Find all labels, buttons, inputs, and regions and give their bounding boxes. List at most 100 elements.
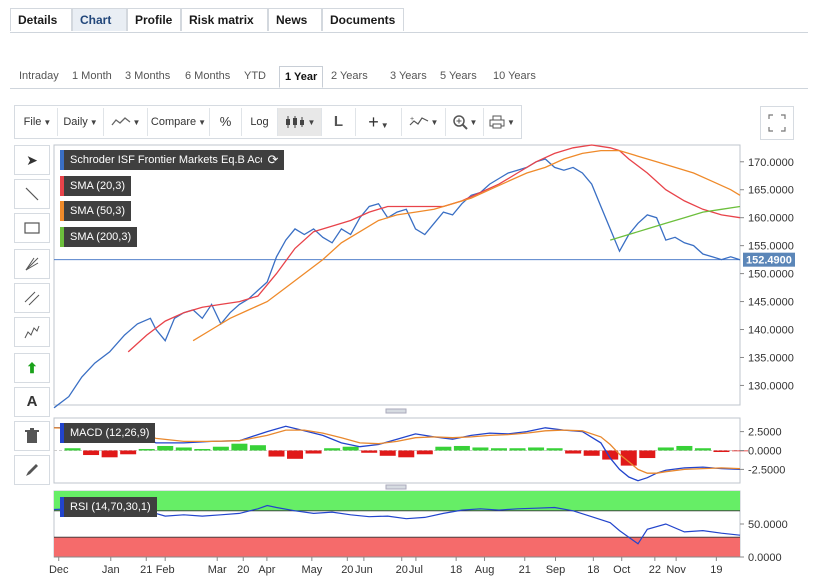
macd-histogram-bar <box>64 448 81 451</box>
rectangle-icon <box>24 222 40 234</box>
chevron-down-icon: ▼ <box>43 118 52 127</box>
macd-histogram-bar <box>657 447 674 451</box>
x-tick-label: Aug <box>475 564 495 576</box>
channel-tool[interactable] <box>14 283 50 313</box>
macd-histogram-bar <box>713 450 730 453</box>
fullscreen-icon <box>768 114 786 132</box>
pencil-icon <box>26 464 38 476</box>
text-icon: A <box>26 393 38 410</box>
text-tool[interactable]: A <box>14 387 50 417</box>
pane-splitter-handle <box>385 484 407 490</box>
arrow-up-tool[interactable]: ⬆ <box>14 353 50 383</box>
range-6-months[interactable]: 6 Months <box>185 70 231 82</box>
tab-news[interactable]: News <box>268 8 322 31</box>
x-tick-label: Jun <box>355 564 373 576</box>
fullscreen-button[interactable] <box>760 106 794 140</box>
range-intraday[interactable]: Intraday <box>19 70 59 82</box>
line-draw-tool[interactable] <box>14 179 50 209</box>
legend-sma50[interactable]: SMA (50,3) <box>60 201 132 221</box>
y-tick-label: 170.0000 <box>748 157 794 169</box>
interval-menu-button[interactable]: Daily ▼ <box>58 108 104 136</box>
tab-risk-matrix[interactable]: Risk matrix <box>181 8 268 31</box>
file-menu-button[interactable]: File ▼ <box>18 108 58 136</box>
delete-tool[interactable] <box>14 421 50 451</box>
macd-histogram-bar <box>435 446 452 451</box>
macd-histogram-bar <box>472 447 489 451</box>
macd-histogram-bar <box>676 445 693 451</box>
macd-histogram-bar <box>490 448 507 451</box>
chevron-down-icon: ▼ <box>507 118 515 127</box>
line-draw-icon <box>25 187 39 201</box>
line-tool-label: L <box>333 113 344 130</box>
print-button[interactable]: ▼ <box>484 108 520 136</box>
x-tick-label: Sep <box>546 564 566 576</box>
tab-details[interactable]: Details <box>10 8 72 31</box>
legend-sma20-label: SMA (20,3) <box>70 180 126 192</box>
x-tick-label: Apr <box>258 564 275 576</box>
x-tick-label: May <box>301 564 322 576</box>
macd-histogram-bar <box>565 450 582 454</box>
tab-profile[interactable]: Profile <box>127 8 181 31</box>
refresh-button[interactable]: ⟳ <box>262 150 284 170</box>
line-tool-button[interactable]: L <box>322 108 356 136</box>
legend-rsi[interactable]: RSI (14,70,30,1) <box>60 497 157 517</box>
macd-histogram-bar <box>194 448 211 451</box>
macd-histogram-bar <box>101 450 118 458</box>
x-tick-label: 21 <box>519 564 531 576</box>
x-tick-label: 20 <box>341 564 353 576</box>
zoom-icon <box>452 115 468 130</box>
legend-macd[interactable]: MACD (12,26,9) <box>60 423 156 443</box>
macd-histogram-bar <box>528 447 545 451</box>
y-tick-label: 160.0000 <box>748 213 794 225</box>
compare-button[interactable]: Compare ▼ <box>148 108 210 136</box>
macd-histogram-bar <box>138 448 155 451</box>
tab-chart[interactable]: Chart <box>72 8 127 31</box>
range-selector: Intraday 1 Month 3 Months 6 Months YTD 1 Year… <box>10 66 808 89</box>
zoom-button[interactable]: ▼ <box>446 108 484 136</box>
indicators-icon: + <box>409 116 428 126</box>
range-3-months[interactable]: 3 Months <box>125 70 171 82</box>
rsi-y-tick-label: 50.0000 <box>748 519 788 531</box>
range-3-years[interactable]: 3 Years <box>390 70 427 82</box>
pattern-tool[interactable] <box>14 317 50 347</box>
range-10-years[interactable]: 10 Years <box>493 70 536 82</box>
macd-histogram-bar <box>602 450 619 460</box>
range-1-month[interactable]: 1 Month <box>72 70 112 82</box>
sma200-line <box>610 205 741 241</box>
percent-button[interactable]: % <box>210 108 242 136</box>
fan-icon <box>25 257 39 271</box>
crosshair-button[interactable]: + ▼ <box>356 108 402 136</box>
main-pane-frame <box>53 144 741 406</box>
tab-documents[interactable]: Documents <box>322 8 404 31</box>
macd-y-tick-label: 2.5000 <box>748 427 782 439</box>
macd-histogram-bar <box>120 450 137 455</box>
macd-histogram-bar <box>342 446 359 451</box>
legend-sma20[interactable]: SMA (20,3) <box>60 176 132 196</box>
range-5-years[interactable]: 5 Years <box>440 70 477 82</box>
macd-histogram-bar <box>398 450 415 458</box>
rectangle-tool[interactable] <box>14 213 50 243</box>
y-tick-label: 145.0000 <box>748 297 794 309</box>
range-ytd[interactable]: YTD <box>244 70 266 82</box>
range-2-years[interactable]: 2 Years <box>331 70 368 82</box>
legend-price[interactable]: Schroder ISF Frontier Markets Eq.B Acc <box>60 150 272 170</box>
macd-histogram-bar <box>509 448 526 451</box>
chevron-down-icon: ▼ <box>469 118 478 127</box>
range-1-year[interactable]: 1 Year <box>279 66 324 88</box>
indicators-button[interactable]: + ▼ <box>402 108 446 136</box>
x-tick-label: Feb <box>156 564 175 576</box>
candlestick-button[interactable]: ▼ <box>278 108 322 136</box>
fan-tool[interactable] <box>14 249 50 279</box>
x-tick-label: 20 <box>237 564 249 576</box>
legend-macd-label: MACD (12,26,9) <box>70 427 150 439</box>
pencil-tool[interactable] <box>14 455 50 485</box>
x-tick-label: 19 <box>710 564 722 576</box>
chart-type-button[interactable]: ▼ <box>104 108 148 136</box>
macd-histogram-bar <box>639 450 656 459</box>
cursor-tool[interactable]: ➤ <box>14 145 50 175</box>
file-label: File <box>23 116 42 128</box>
legend-sma200[interactable]: SMA (200,3) <box>60 227 138 247</box>
log-button[interactable]: Log <box>242 108 278 136</box>
macd-histogram-bar <box>268 450 285 457</box>
